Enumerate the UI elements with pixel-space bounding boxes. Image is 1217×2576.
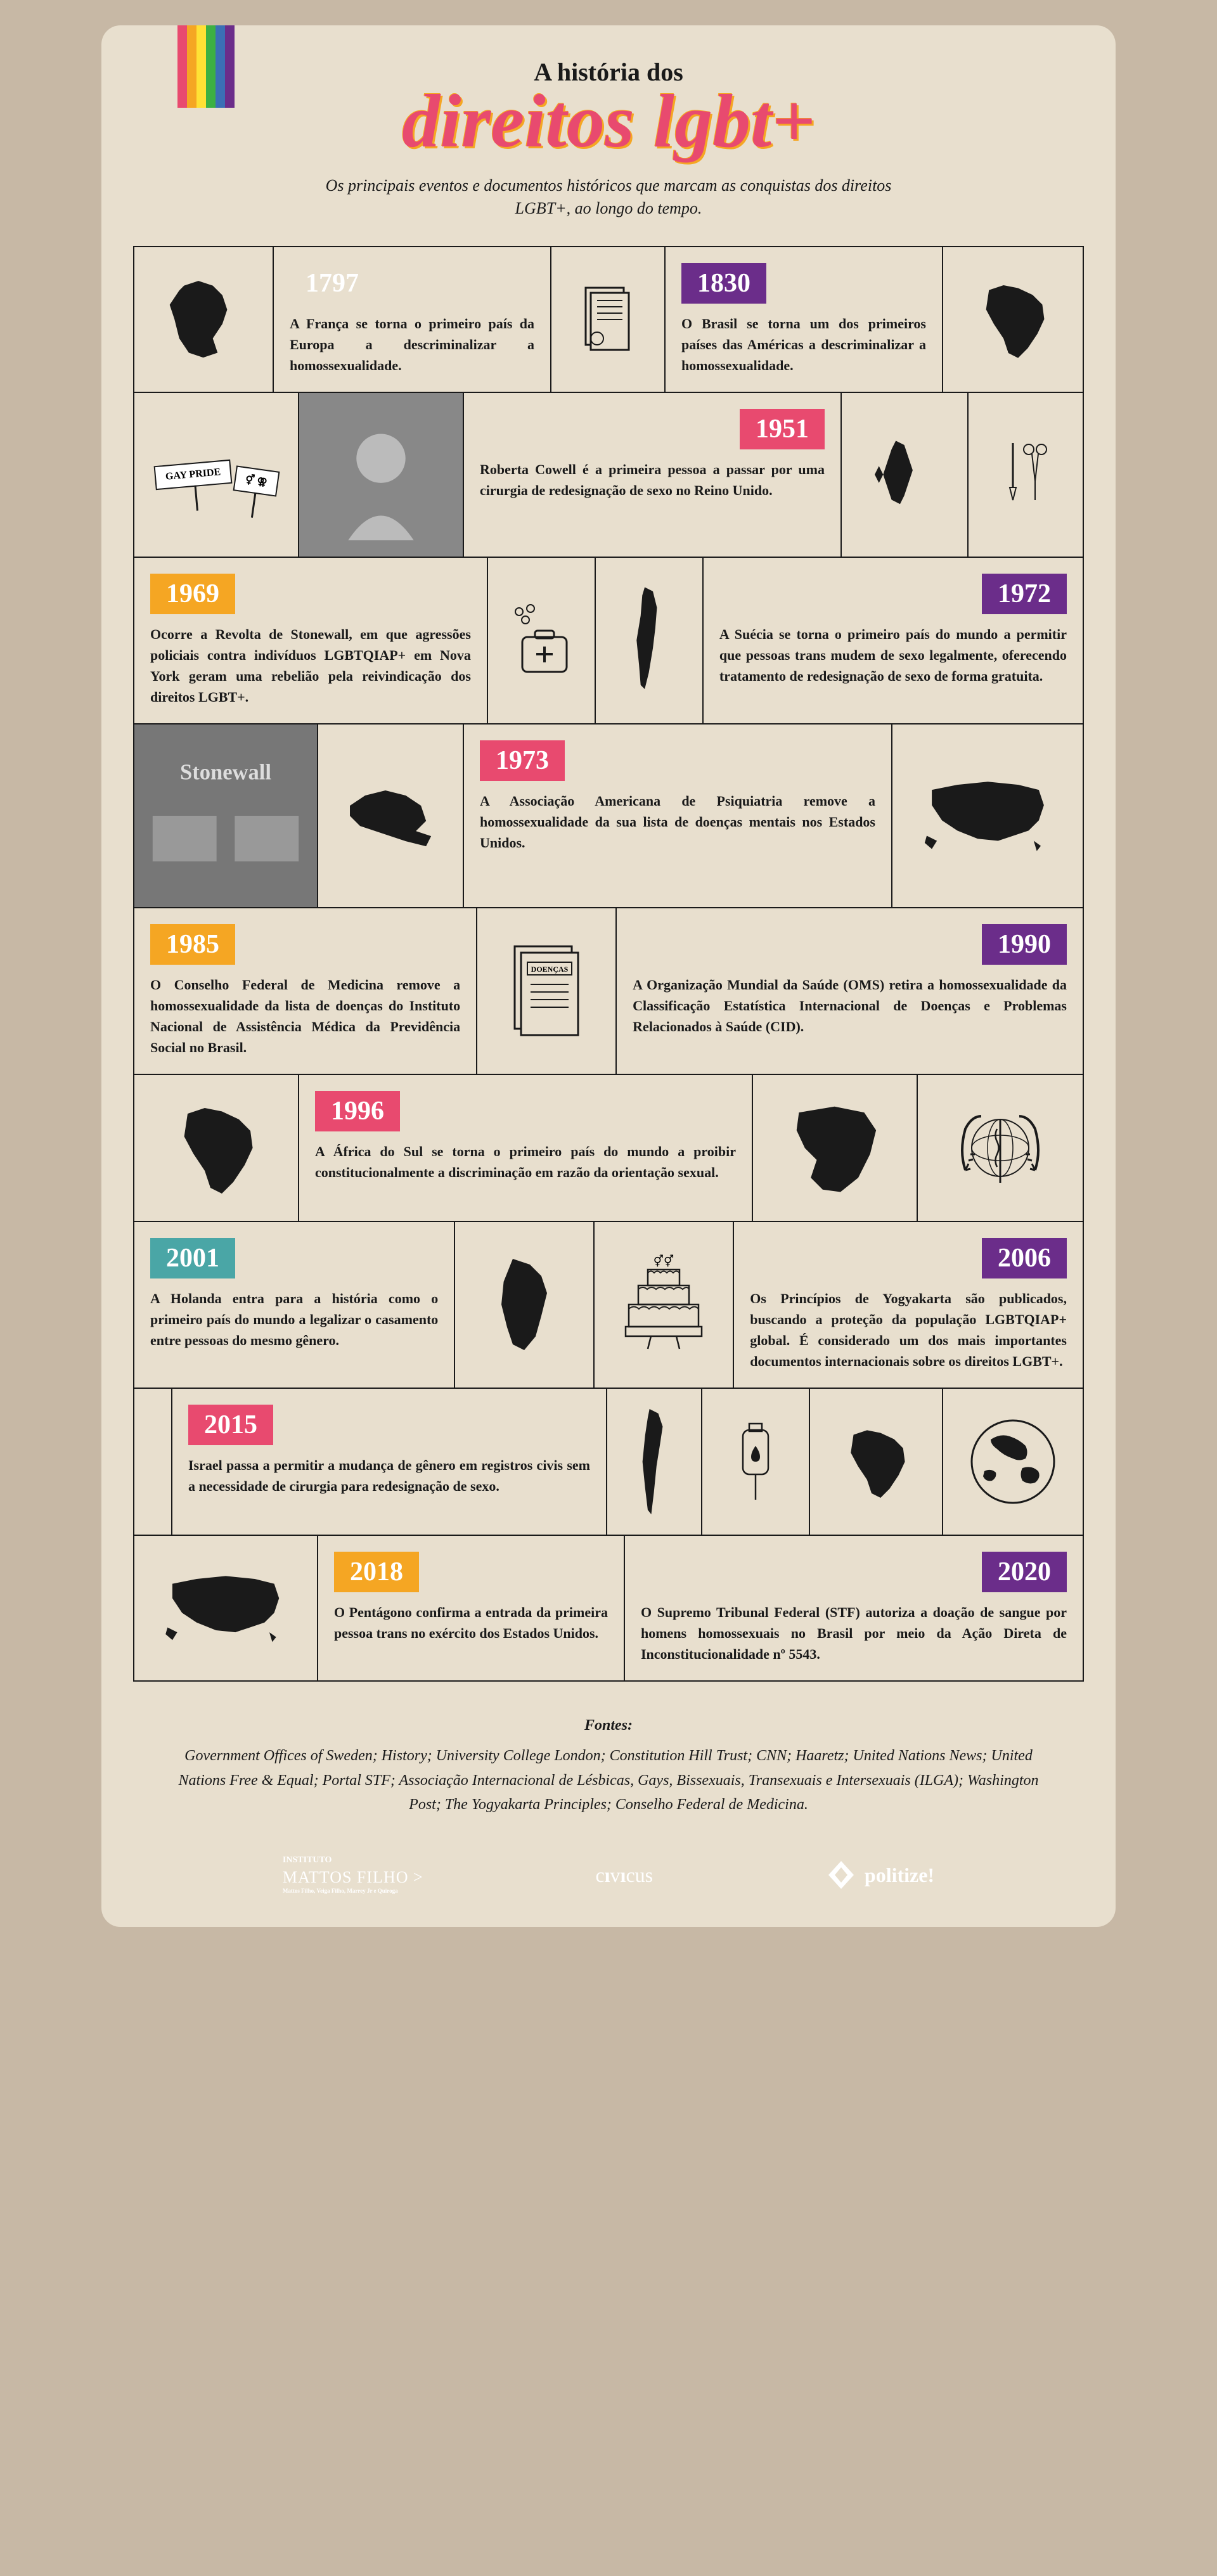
rainbow-flag xyxy=(177,25,235,108)
timeline-grid: 1797 A França se torna o primeiro país d… xyxy=(133,246,1084,1682)
document-icon xyxy=(567,263,648,376)
desc-2006: Os Princípios de Yogyakarta são publicad… xyxy=(750,1288,1067,1372)
logo-politize: politize! xyxy=(825,1859,934,1891)
desc-2020: O Supremo Tribunal Federal (STF) autoriz… xyxy=(641,1602,1067,1665)
desc-2001: A Holanda entra para a história como o p… xyxy=(150,1288,438,1351)
header: A história dos direitos lgbt+ Os princip… xyxy=(133,57,1084,221)
subtitle: Os principais eventos e documentos histó… xyxy=(323,174,894,221)
svg-text:DOENÇAS: DOENÇAS xyxy=(531,965,569,974)
surgery-tools-icon xyxy=(984,409,1067,541)
uk-map-icon xyxy=(858,409,951,541)
brazil-map-icon-3 xyxy=(826,1405,926,1519)
year-1830: 1830 xyxy=(681,263,766,304)
desc-2015: Israel passa a permitir a mudança de gên… xyxy=(188,1455,590,1497)
year-1990: 1990 xyxy=(982,924,1067,965)
year-2006: 2006 xyxy=(982,1238,1067,1278)
brazil-map-icon-2 xyxy=(150,1091,282,1205)
year-1985: 1985 xyxy=(150,924,235,965)
year-1951: 1951 xyxy=(740,409,825,449)
desc-1972: A Suécia se torna o primeiro país do mun… xyxy=(719,624,1067,686)
stonewall-photo: Stonewall xyxy=(134,724,317,907)
year-1797: 1797 xyxy=(290,263,375,304)
desc-1830: O Brasil se torna um dos primeiros paíse… xyxy=(681,313,926,376)
svg-text:⚥⚥: ⚥⚥ xyxy=(654,1254,674,1268)
wedding-cake-icon: ⚥⚥ xyxy=(610,1238,717,1372)
year-2018: 2018 xyxy=(334,1552,419,1592)
desc-1985: O Conselho Federal de Medicina remove a … xyxy=(150,974,460,1058)
usa-map-icon-2 xyxy=(150,1552,301,1665)
year-1973: 1973 xyxy=(480,740,565,781)
globe-icon xyxy=(959,1405,1067,1519)
protest-signs-icon: GAY PRIDE ⚥ ⚢ xyxy=(150,409,282,541)
usa-map-icon xyxy=(908,740,1067,891)
desc-1990: A Organização Mundial da Saúde (OMS) ret… xyxy=(633,974,1067,1037)
sources: Fontes: Government Offices of Sweden; Hi… xyxy=(133,1713,1084,1817)
who-logo-icon xyxy=(934,1091,1067,1205)
medkit-icon xyxy=(504,574,579,707)
book-icon: DOENÇAS xyxy=(493,924,600,1058)
sources-text: Government Offices of Sweden; History; U… xyxy=(171,1744,1046,1817)
desc-1996: A África do Sul se torna o primeiro país… xyxy=(315,1141,736,1183)
desc-1969: Ocorre a Revolta de Stonewall, em que ag… xyxy=(150,624,471,707)
year-1996: 1996 xyxy=(315,1091,400,1131)
sweden-map-icon xyxy=(612,574,686,707)
blood-bag-icon xyxy=(718,1405,793,1519)
year-2015: 2015 xyxy=(188,1405,273,1445)
brazil-map-icon xyxy=(959,263,1067,376)
netherlands-map-icon xyxy=(471,1238,577,1372)
desc-2018: O Pentágono confirma a entrada da primei… xyxy=(334,1602,608,1644)
svg-text:Stonewall: Stonewall xyxy=(180,760,271,784)
logos-row: INSTITUTO MATTOS FILHO > Mattos Filho, V… xyxy=(133,1855,1084,1895)
south-africa-map-icon xyxy=(769,1091,901,1205)
title: direitos lgbt+ xyxy=(133,87,1084,155)
roberta-cowell-photo xyxy=(299,393,463,557)
france-map-icon xyxy=(150,263,257,376)
year-2020: 2020 xyxy=(982,1552,1067,1592)
year-1969: 1969 xyxy=(150,574,235,614)
year-1972: 1972 xyxy=(982,574,1067,614)
newyork-map-icon xyxy=(334,740,447,891)
sources-title: Fontes: xyxy=(171,1713,1046,1737)
desc-1973: A Associação Americana de Psiquiatria re… xyxy=(480,790,875,853)
desc-1951: Roberta Cowell é a primeira pessoa a pas… xyxy=(480,459,825,501)
israel-map-icon xyxy=(623,1405,685,1519)
infographic-container: A história dos direitos lgbt+ Os princip… xyxy=(101,25,1116,1927)
year-2001: 2001 xyxy=(150,1238,235,1278)
desc-1797: A França se torna o primeiro país da Eur… xyxy=(290,313,534,376)
logo-instituto: INSTITUTO MATTOS FILHO > Mattos Filho, V… xyxy=(283,1855,423,1895)
logo-civicus: cıvıcus xyxy=(595,1864,653,1887)
